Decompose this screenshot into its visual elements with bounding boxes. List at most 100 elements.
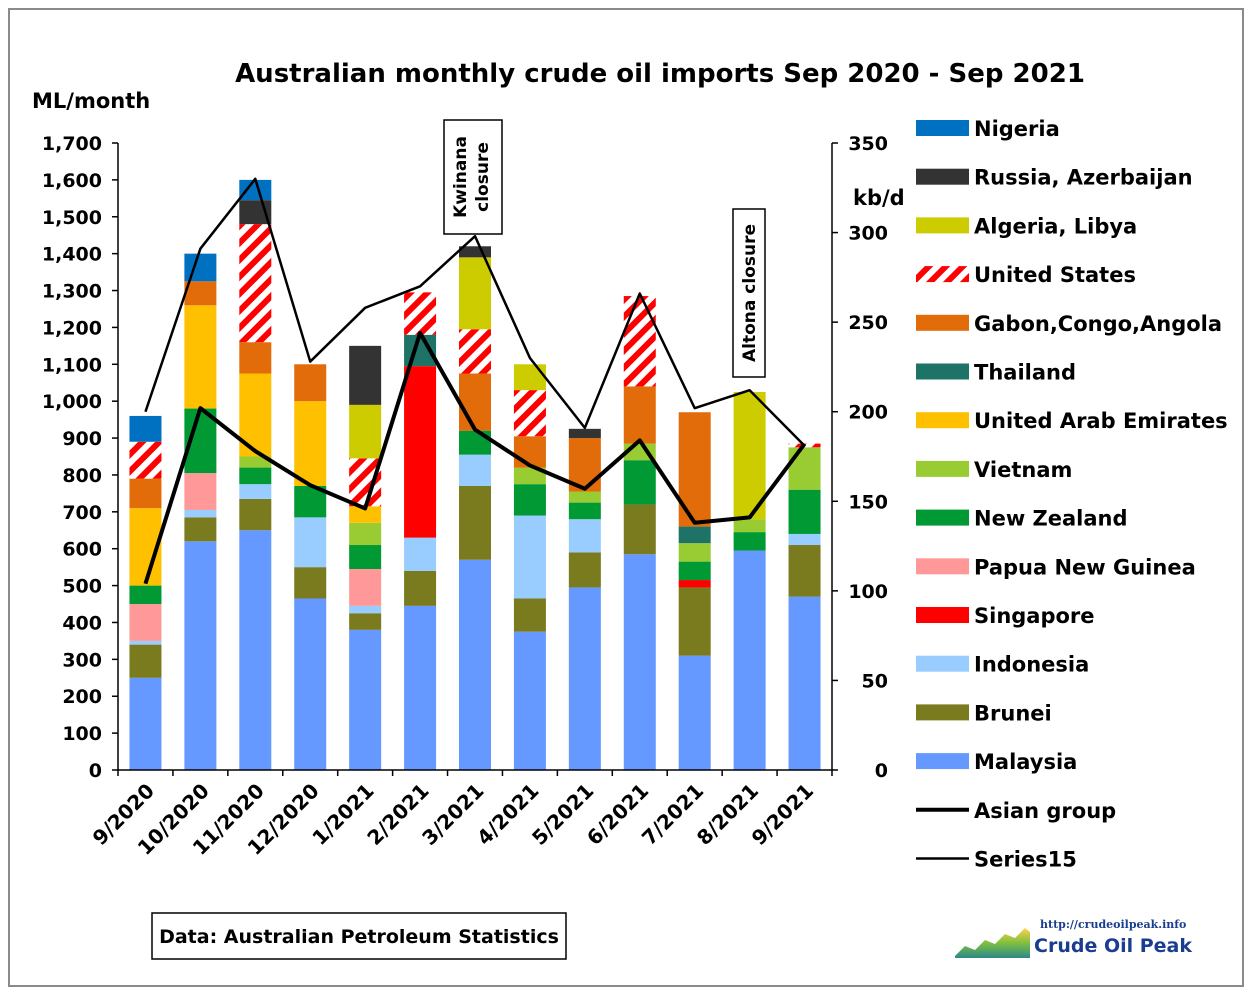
y2-tick-label: 0 [875, 760, 888, 782]
y-tick-label: 500 [62, 576, 102, 598]
bar-segment [349, 605, 382, 614]
bar-segment [184, 253, 217, 282]
bar-segment [513, 631, 546, 770]
y2-tick-label: 300 [848, 223, 888, 245]
y-tick-label: 1,200 [42, 317, 102, 339]
y2-tick-label: 250 [848, 312, 888, 334]
bar-segment [184, 509, 217, 518]
bar-segment [788, 545, 821, 597]
bar-segment [129, 478, 162, 509]
legend-label: Brunei [974, 701, 1052, 725]
bar-segment [459, 329, 491, 374]
y-tick-label: 300 [62, 649, 102, 671]
bar-segment [404, 366, 437, 538]
legend-label: Vietnam [974, 458, 1072, 482]
bar-segment [678, 543, 711, 562]
bar-segment [184, 473, 217, 510]
bar-segment [623, 504, 656, 555]
bar-segment [678, 561, 711, 581]
legend-swatch [916, 363, 969, 380]
bar-segment [349, 404, 382, 459]
bar-segment [623, 296, 656, 387]
bar-segment [513, 390, 546, 437]
bar-segment [788, 596, 821, 770]
y2-tick-label: 200 [848, 402, 888, 424]
bar-segment [129, 585, 162, 605]
legend-label: Papua New Guinea [974, 555, 1196, 579]
y-tick-label: 1,100 [42, 354, 102, 376]
kwinana-annotation: Kwinana closure [443, 119, 503, 235]
lines-layer [143, 177, 807, 585]
y2-axis: 0 50 100 150 200 250 300 350 [832, 133, 888, 782]
logo-url: http://crudeoilpeak.info [1040, 918, 1186, 931]
y2-axis-label: kb/d [853, 186, 905, 210]
legend-swatch [916, 607, 969, 623]
bar-segment [129, 644, 162, 678]
legend-label: New Zealand [974, 507, 1128, 531]
bar-segment [239, 342, 272, 374]
legend-swatch [916, 217, 969, 234]
y-tick-label: 200 [62, 686, 102, 708]
x-axis: 9/202010/202011/202012/20201/20212/20213… [88, 770, 833, 860]
legend: Nigeria Russia, Azerbaijan Algeria, Libya U… [916, 117, 1228, 872]
bar-segment [459, 430, 491, 455]
bar-segment [513, 436, 546, 468]
bar-segment [349, 506, 382, 523]
bar-segment [678, 526, 711, 544]
bar-segment [623, 554, 656, 770]
bar-segment [184, 305, 217, 409]
legend-swatch [916, 753, 969, 770]
bar-segment [294, 401, 327, 487]
bar-segment [788, 533, 821, 546]
bar-segment [733, 550, 766, 770]
bar-segment [404, 292, 437, 335]
legend-label: United Arab Emirates [974, 409, 1228, 433]
legend-swatch [916, 460, 969, 477]
bar-segment [568, 491, 601, 503]
legend-swatch [916, 655, 969, 672]
bar-segment [459, 486, 491, 560]
axes-layer [117, 143, 833, 771]
bar-segment [733, 391, 766, 520]
bar-segment [513, 484, 546, 516]
legend-swatch [916, 412, 969, 429]
chart-svg: Australian monthly crude oil imports Sep… [32, 59, 1228, 960]
line-series [143, 330, 807, 585]
bar-segment [788, 489, 821, 534]
bar-segment [404, 605, 437, 770]
legend-swatch [916, 314, 969, 331]
bar-segment [513, 467, 546, 485]
kwinana-annotation-line2: closure [473, 142, 493, 212]
legend-label: Singapore [974, 604, 1095, 628]
legend-label: Malaysia [974, 750, 1077, 774]
bar-segment [239, 179, 272, 201]
legend-label: Indonesia [974, 653, 1089, 677]
legend-label: Gabon,Congo,Angola [974, 312, 1222, 336]
bar-segment [349, 522, 382, 546]
y2-tick-label: 50 [862, 670, 888, 692]
bar-segment [294, 598, 327, 770]
bar-segment [239, 467, 272, 485]
legend-label: Series15 [974, 848, 1077, 872]
x-tick-label: 9/2021 [747, 779, 818, 850]
bar-segment [349, 545, 382, 569]
bar-segment [404, 570, 437, 606]
bar-segment [239, 530, 272, 770]
y-tick-label: 1,500 [42, 207, 102, 229]
bar-segment [459, 559, 491, 770]
legend-swatch [916, 509, 969, 526]
bar-segment [678, 580, 711, 588]
bar-segment [404, 537, 437, 571]
legend-swatch [916, 266, 969, 283]
bar-segment [623, 460, 656, 505]
bar-segment [568, 502, 601, 520]
bar-segment [733, 519, 766, 533]
line-series [144, 177, 806, 447]
bar-segment [349, 613, 382, 630]
bar-segment [788, 447, 821, 490]
bar-segment [294, 364, 327, 402]
crude-oil-peak-logo: http://crudeoilpeak.info Crude Oil Peak [955, 918, 1192, 958]
bar-segment [239, 456, 272, 468]
y-tick-label: 1,700 [42, 133, 102, 155]
bar-segment [184, 517, 217, 542]
